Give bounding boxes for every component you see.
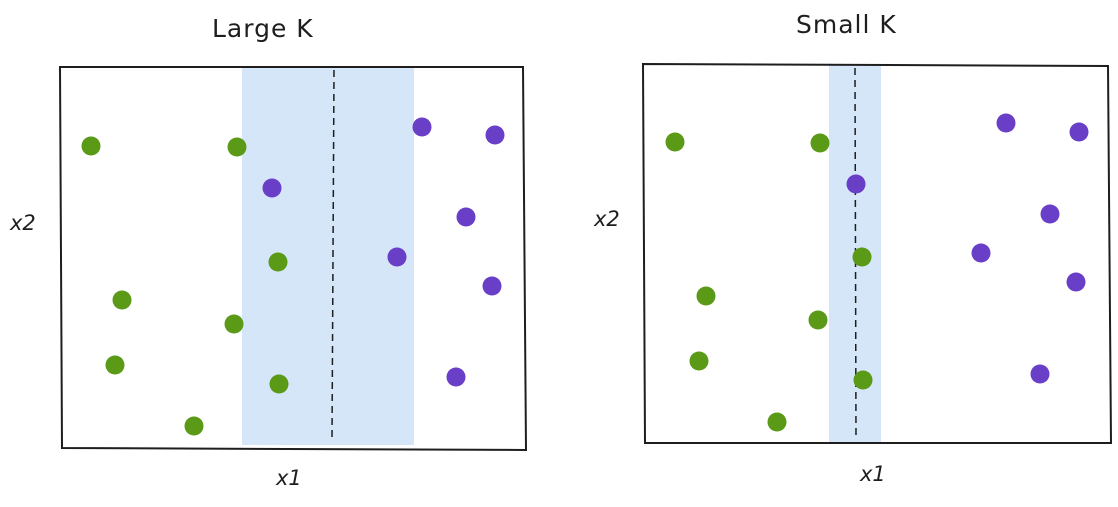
- purple-point: [1066, 272, 1086, 292]
- purple-point: [971, 243, 991, 263]
- green-point: [696, 286, 716, 306]
- purple-point: [446, 367, 466, 387]
- green-point: [689, 351, 709, 371]
- purple-point: [456, 207, 476, 227]
- purple-point: [262, 178, 282, 198]
- green-point: [105, 355, 125, 375]
- purple-point: [387, 247, 407, 267]
- green-point: [184, 416, 204, 436]
- purple-point: [1069, 122, 1089, 142]
- purple-point: [1040, 204, 1060, 224]
- green-point: [227, 137, 247, 157]
- purple-point: [996, 113, 1016, 133]
- purple-point: [846, 174, 866, 194]
- green-point: [810, 133, 830, 153]
- green-point: [808, 310, 828, 330]
- decision-boundary: [331, 69, 335, 441]
- green-point: [269, 374, 289, 394]
- green-point: [224, 314, 244, 334]
- green-point: [853, 370, 873, 390]
- purple-point: [1030, 364, 1050, 384]
- panel-title-large-k: Large K: [212, 14, 314, 43]
- panel-small-k: [641, 62, 1113, 444]
- green-point: [852, 247, 872, 267]
- ylabel-small-k: x2: [594, 207, 620, 231]
- xlabel-large-k: x1: [276, 466, 302, 490]
- plot-frame: [641, 62, 1113, 444]
- ylabel-large-k: x2: [10, 211, 36, 235]
- purple-point: [485, 125, 505, 145]
- green-point: [112, 290, 132, 310]
- panel-title-small-k: Small K: [796, 10, 897, 39]
- purple-point: [412, 117, 432, 137]
- green-point: [81, 136, 101, 156]
- green-point: [767, 412, 787, 432]
- green-point: [268, 252, 288, 272]
- panel-large-k: [58, 66, 528, 452]
- xlabel-small-k: x1: [860, 462, 886, 486]
- green-point: [665, 132, 685, 152]
- plot-frame: [58, 66, 528, 452]
- purple-point: [482, 276, 502, 296]
